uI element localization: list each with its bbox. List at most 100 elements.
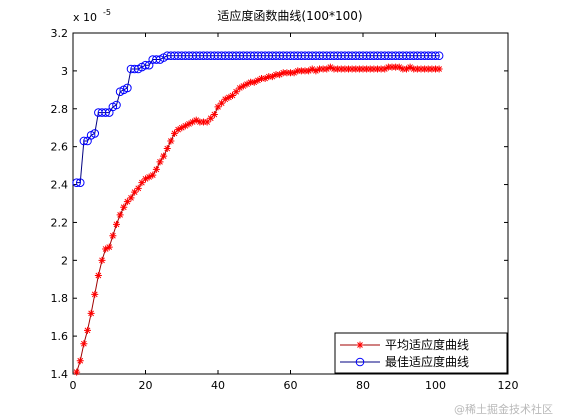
point-marker bbox=[366, 65, 374, 73]
point-marker bbox=[326, 63, 334, 71]
point-marker bbox=[232, 88, 240, 96]
point-marker bbox=[384, 63, 392, 71]
point-marker bbox=[149, 171, 157, 179]
legend-box bbox=[334, 332, 508, 374]
point-marker bbox=[406, 63, 414, 71]
x-tick-label: 120 bbox=[498, 379, 519, 392]
point-marker bbox=[178, 124, 186, 132]
point-marker bbox=[94, 271, 102, 279]
y-tick-label: 1.6 bbox=[51, 330, 69, 343]
point-marker bbox=[243, 80, 251, 88]
point-marker bbox=[123, 198, 131, 206]
point-marker bbox=[214, 103, 222, 111]
point-marker bbox=[424, 65, 432, 73]
point-marker bbox=[355, 65, 363, 73]
series-1 bbox=[73, 63, 443, 376]
point-marker bbox=[258, 74, 265, 82]
series-2 bbox=[72, 51, 444, 187]
x-tick-label: 60 bbox=[284, 379, 298, 392]
point-marker bbox=[283, 69, 291, 77]
point-marker bbox=[163, 145, 171, 153]
point-marker bbox=[152, 165, 160, 173]
point-marker bbox=[250, 78, 258, 86]
point-marker bbox=[84, 326, 91, 334]
point-marker bbox=[203, 118, 211, 126]
point-marker bbox=[90, 129, 100, 138]
point-marker bbox=[403, 65, 410, 73]
y-tick-label: 1.4 bbox=[51, 368, 69, 381]
point-marker bbox=[435, 65, 443, 73]
point-marker bbox=[294, 67, 302, 75]
point-marker bbox=[218, 99, 226, 107]
point-marker bbox=[352, 65, 360, 73]
x-tick-label: 20 bbox=[139, 379, 153, 392]
legend-label: 平均适应度曲线 bbox=[385, 337, 469, 352]
point-marker bbox=[160, 152, 168, 160]
point-marker bbox=[410, 65, 418, 73]
series-layer bbox=[72, 51, 444, 376]
point-marker bbox=[395, 63, 403, 71]
point-marker bbox=[131, 188, 139, 196]
point-marker bbox=[308, 65, 316, 73]
point-marker bbox=[413, 65, 421, 73]
point-marker bbox=[174, 126, 182, 134]
point-marker bbox=[142, 175, 149, 183]
point-marker bbox=[113, 220, 120, 228]
y-scale-label: x 10 bbox=[73, 11, 97, 24]
point-marker bbox=[323, 65, 331, 73]
point-marker bbox=[98, 256, 106, 264]
point-marker bbox=[236, 84, 244, 92]
y-scale-exponent: -5 bbox=[103, 8, 111, 17]
point-marker bbox=[254, 76, 262, 84]
point-marker bbox=[138, 179, 146, 187]
point-marker bbox=[287, 69, 294, 77]
point-marker bbox=[112, 100, 121, 110]
point-marker bbox=[221, 95, 229, 103]
legend-label: 最佳适应度曲线 bbox=[385, 354, 469, 369]
point-marker bbox=[316, 65, 323, 73]
point-marker bbox=[134, 184, 142, 192]
point-marker bbox=[265, 73, 273, 81]
point-marker bbox=[127, 194, 135, 202]
point-marker bbox=[432, 65, 439, 73]
point-marker bbox=[171, 129, 178, 137]
point-marker bbox=[210, 110, 218, 118]
point-marker bbox=[348, 65, 356, 73]
axes: 0 20 40 60 80 100 120 1.4 1.6 1.8 2 2.2 2.4 2.6 2.8 3 3.… bbox=[51, 8, 519, 392]
point-marker bbox=[374, 65, 381, 73]
point-marker bbox=[359, 65, 367, 73]
point-marker bbox=[72, 178, 81, 187]
point-marker bbox=[399, 65, 407, 73]
y-tick-label: 2.6 bbox=[51, 141, 69, 154]
point-marker bbox=[377, 65, 385, 73]
x-tick-label: 0 bbox=[70, 379, 77, 392]
point-marker bbox=[120, 203, 128, 211]
point-marker bbox=[75, 178, 85, 187]
point-marker bbox=[167, 137, 175, 145]
point-marker bbox=[200, 118, 207, 126]
point-marker bbox=[196, 118, 204, 126]
point-marker bbox=[355, 357, 365, 367]
point-marker bbox=[79, 136, 89, 146]
point-marker bbox=[189, 118, 197, 126]
point-marker bbox=[268, 73, 276, 81]
point-marker bbox=[109, 232, 117, 240]
y-tick-label: 2.4 bbox=[51, 179, 69, 192]
point-marker bbox=[279, 69, 287, 77]
point-marker bbox=[345, 65, 352, 73]
point-marker bbox=[87, 309, 95, 317]
point-marker bbox=[417, 65, 425, 73]
point-marker bbox=[392, 63, 400, 71]
watermark: @稀土掘金技术社区 bbox=[454, 403, 553, 416]
y-tick-label: 2.2 bbox=[51, 216, 69, 229]
point-marker bbox=[185, 120, 193, 128]
point-marker bbox=[105, 243, 113, 251]
point-marker bbox=[421, 65, 429, 73]
point-marker bbox=[229, 92, 236, 100]
y-tick-label: 3.2 bbox=[51, 27, 69, 40]
point-marker bbox=[381, 65, 389, 73]
x-tick-label: 40 bbox=[211, 379, 225, 392]
point-marker bbox=[247, 78, 255, 86]
point-marker bbox=[192, 116, 200, 124]
